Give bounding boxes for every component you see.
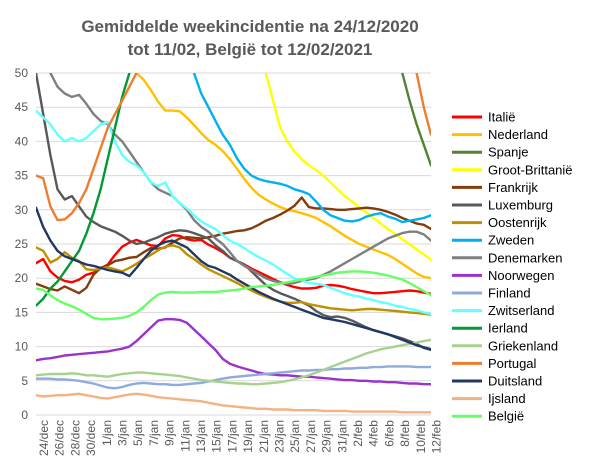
x-tick-label: 11/jan <box>178 420 192 452</box>
x-axis-ticks: 24/dec 26/dec 28/dec 30/dec 1/jan 3/jan 5/jan 7… <box>37 420 444 456</box>
series-line-13 <box>36 338 431 386</box>
x-tick-label: 6/feb <box>382 420 396 447</box>
y-tick-label: 50 <box>15 66 29 80</box>
x-tick-label: 28/dec <box>68 420 82 456</box>
x-tick-label: 9/jan <box>163 420 177 446</box>
x-tick-label: 3/jan <box>116 420 130 446</box>
legend-label: Oostenrijk <box>488 215 547 230</box>
legend: Italië Nederland Spanje Groot-Brittanië Fran… <box>452 110 573 424</box>
legend-label: Frankrijk <box>488 180 538 195</box>
series-line-11 <box>36 109 431 315</box>
y-tick-label: 0 <box>21 408 28 422</box>
legend-label: Denemarken <box>488 250 562 265</box>
legend-label: België <box>488 409 524 424</box>
series-line-7 <box>192 73 431 224</box>
legend-label: Italië <box>488 110 515 125</box>
series-line-2 <box>401 73 431 167</box>
y-tick-label: 5 <box>21 374 28 388</box>
x-tick-label: 27/jan <box>304 420 318 453</box>
x-tick-label: 1/jan <box>100 420 114 446</box>
x-tick-label: 15/jan <box>210 420 224 453</box>
x-tick-label: 29/jan <box>320 420 334 453</box>
y-axis-ticks: 0 5 10 15 20 25 30 35 40 45 50 <box>15 66 29 422</box>
legend-label: Portugal <box>488 356 537 371</box>
series-line-16 <box>36 392 431 414</box>
legend-label: Ijsland <box>488 391 526 406</box>
legend-label: Zweden <box>488 233 534 248</box>
chart-title-line1: Gemiddelde weekincidentie na 24/12/2020 <box>81 17 418 36</box>
x-tick-label: 25/jan <box>288 420 302 453</box>
x-tick-label: 4/feb <box>367 420 381 447</box>
series-line-1 <box>135 73 431 280</box>
x-tick-label: 10/feb <box>414 420 428 454</box>
y-tick-label: 15 <box>15 305 29 319</box>
series-lines <box>36 73 431 414</box>
series-line-15 <box>36 206 431 351</box>
x-tick-label: 24/dec <box>37 420 51 456</box>
y-tick-label: 25 <box>15 237 29 251</box>
series-line-14 <box>36 73 431 222</box>
x-tick-label: 13/jan <box>194 420 208 453</box>
x-tick-label: 7/jan <box>147 420 161 446</box>
legend-label: Ierland <box>488 321 528 336</box>
y-tick-label: 45 <box>15 100 29 114</box>
legend-label: Noorwegen <box>488 268 555 283</box>
legend-label: Zwitserland <box>488 303 554 318</box>
legend-label: Griekenland <box>488 338 558 353</box>
x-tick-label: 23/jan <box>273 420 287 453</box>
legend-label: Duitsland <box>488 374 542 389</box>
series-line-17 <box>36 270 431 321</box>
series-line-12 <box>36 73 131 307</box>
legend-label: Nederland <box>488 127 548 142</box>
x-tick-label: 21/jan <box>257 420 271 453</box>
series-line-9 <box>36 318 431 386</box>
series-line-3 <box>264 73 431 261</box>
x-tick-label: 2/feb <box>351 420 365 447</box>
y-tick-label: 30 <box>15 203 29 217</box>
y-tick-label: 35 <box>15 169 29 183</box>
x-tick-label: 30/dec <box>84 420 98 456</box>
y-tick-label: 20 <box>15 271 29 285</box>
series-line-10 <box>36 365 431 390</box>
legend-label: Finland <box>488 286 531 301</box>
y-tick-label: 40 <box>15 134 29 148</box>
legend-label: Luxemburg <box>488 198 553 213</box>
legend-label: Groot-Brittanië <box>488 162 573 177</box>
x-tick-label: 19/jan <box>241 420 255 453</box>
x-tick-label: 31/jan <box>335 420 349 453</box>
y-tick-label: 10 <box>15 340 29 354</box>
x-tick-label: 8/feb <box>398 420 412 447</box>
chart-title-line2: tot 11/02, België tot 12/02/2021 <box>128 40 373 59</box>
x-tick-label: 5/jan <box>131 420 145 446</box>
x-tick-label: 26/dec <box>53 420 67 456</box>
x-tick-label: 12/feb <box>430 420 444 454</box>
legend-label: Spanje <box>488 145 528 160</box>
x-tick-label: 17/jan <box>225 420 239 453</box>
